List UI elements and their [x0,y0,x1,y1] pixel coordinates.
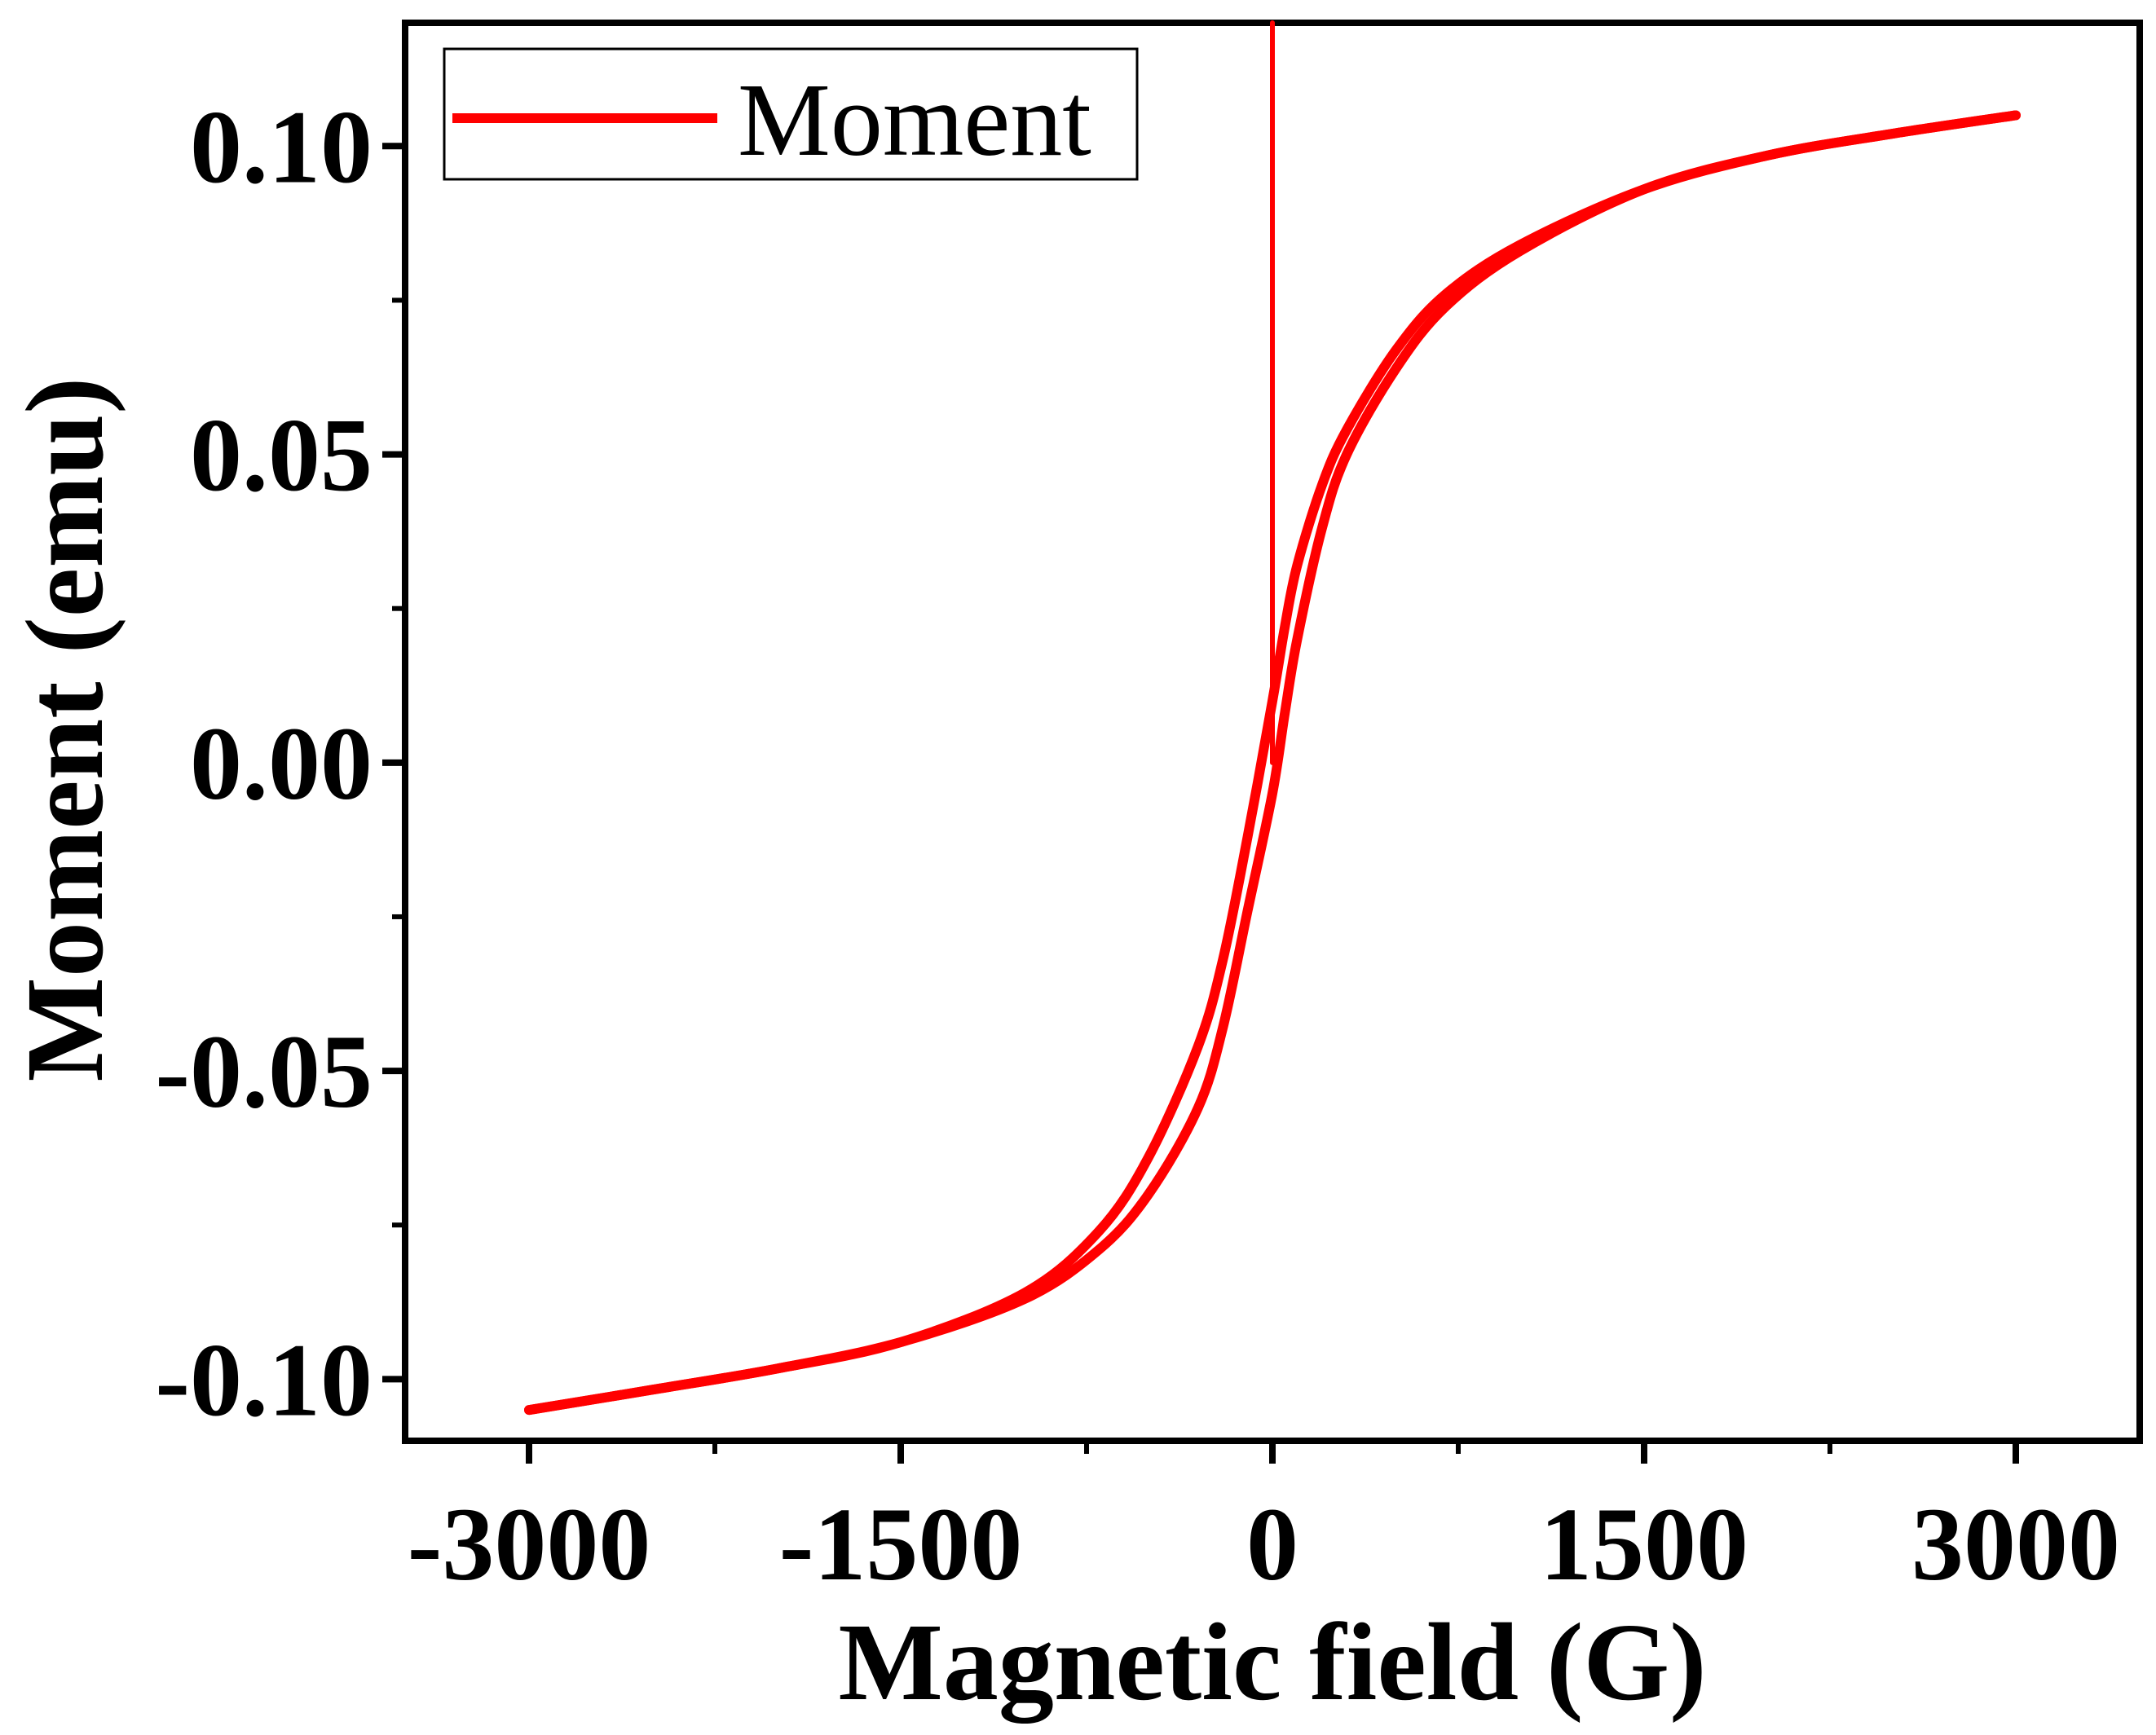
y-tick-label: 0.00 [190,706,373,821]
series-moment-descending-line [524,110,2021,1416]
y-tick-label: 0.10 [190,89,373,205]
x-tick-label: -3000 [408,1486,651,1602]
y-tick-label: 0.05 [190,398,373,513]
x-tick-label: -1500 [779,1486,1023,1602]
legend-label-moment: Moment [738,62,1091,178]
x-tick-label: 3000 [1911,1486,2120,1602]
series-layer [524,20,2021,1416]
x-tick-label: 0 [1246,1486,1298,1602]
y-axis-ticks: -0.10 -0.05 0.00 0.05 0.10 [155,89,405,1438]
y-axis-title: Moment (emu) [4,377,126,1082]
y-tick-label: -0.05 [155,1014,373,1130]
legend: Moment [443,47,1139,181]
x-axis-title: Magnetic field (G) [838,1601,1706,1724]
x-tick-label: 1500 [1540,1486,1748,1602]
y-tick-label: -0.10 [155,1322,373,1438]
x-axis-ticks: -3000 -1500 0 1500 3000 [408,1441,2120,1602]
